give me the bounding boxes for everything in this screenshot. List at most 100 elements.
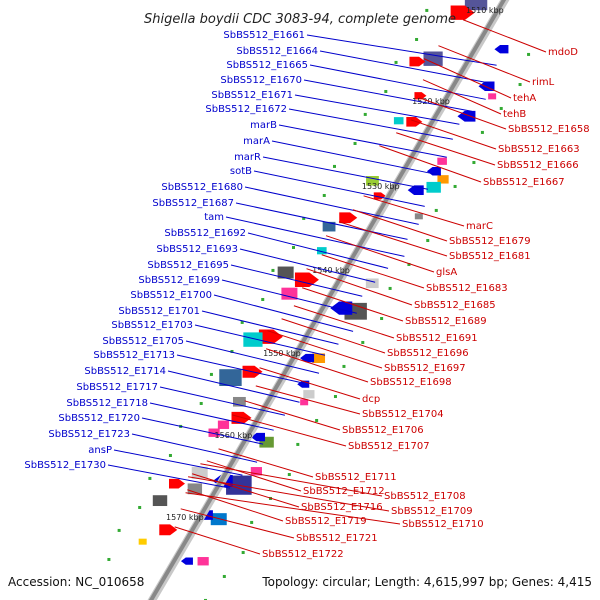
marker-dot: [107, 557, 111, 561]
leader-line-left: [306, 34, 497, 66]
leader-line-right: [396, 132, 496, 166]
tick-label: 1570 kbp: [166, 513, 204, 522]
gene-label-right: SbBS512_E1679: [449, 236, 531, 247]
gene-label-right: rimL: [532, 77, 555, 88]
gene-box-right: [191, 466, 208, 479]
gene-arrow-left: [300, 353, 315, 363]
gene-label-right: SbBS512_E1696: [387, 348, 469, 359]
marker-dot: [168, 453, 172, 457]
gene-label-left: SbBS512_E1705: [102, 336, 184, 347]
marker-dot: [250, 520, 254, 524]
gene-label-right: SbBS512_E1722: [262, 549, 344, 560]
gene-box-left: [437, 157, 447, 165]
leader-line-right: [462, 19, 547, 53]
gene-box-left: [250, 467, 262, 476]
gene-label-right: SbBS512_E1697: [384, 363, 466, 374]
gene-arrow-left: [494, 45, 509, 54]
gene-label-right: marC: [466, 221, 493, 232]
leader-line-right: [231, 414, 347, 447]
gene-label-left: SbBS512_E1723: [48, 429, 130, 440]
leader-line-right: [422, 79, 502, 115]
gene-label-right: SbBS512_E1719: [285, 516, 367, 527]
marker-dot: [384, 89, 388, 93]
leader-line-left: [194, 324, 326, 356]
leader-line-left: [294, 94, 460, 125]
gene-box-left: [365, 278, 379, 289]
gene-label-right: SbBS512_E1721: [296, 533, 378, 544]
gene-arrow-left: [180, 557, 193, 565]
gene-label-right: SbBS512_E1666: [497, 160, 579, 171]
marker-dot: [426, 239, 430, 243]
marker-dot: [388, 286, 392, 290]
leader-line-right: [379, 145, 482, 183]
leader-line-right: [281, 318, 386, 354]
leader-line-right: [174, 526, 261, 555]
gene-box-right: [219, 369, 242, 386]
gene-label-right: SbBS512_E1685: [414, 300, 496, 311]
gene-arrow-right: [294, 272, 319, 287]
gene-box-left: [312, 353, 326, 364]
gene-label-right: SbBS512_E1667: [483, 177, 565, 188]
gene-arrow-right: [409, 56, 426, 67]
marker-dot: [342, 364, 346, 368]
marker-dot: [271, 268, 275, 272]
leader-line-right: [192, 473, 300, 508]
leader-line-right: [185, 492, 401, 525]
marker-dot: [332, 164, 336, 168]
gene-label-right: glsA: [436, 267, 457, 278]
gene-label-right: mdoD: [548, 47, 578, 58]
marker-dot: [296, 442, 300, 446]
marker-dot: [302, 216, 306, 220]
gene-box-left: [488, 93, 497, 100]
gene-box-right: [464, 0, 488, 11]
gene-box-right: [322, 221, 336, 232]
gene-arrow-left: [330, 301, 353, 315]
gene-label-right: SbBS512_E1708: [384, 491, 466, 502]
leader-line-left: [288, 108, 453, 140]
leader-line-left: [235, 202, 408, 240]
gene-arrow-right: [169, 478, 186, 489]
gene-label-left: SbBS512_E1701: [118, 306, 200, 317]
leader-line-left: [253, 170, 425, 207]
gene-label-left: SbBS512_E1670: [220, 75, 302, 86]
gene-arrow-left: [251, 432, 266, 442]
leader-line-right: [267, 330, 383, 369]
gene-label-left: SbBS512_E1661: [223, 30, 305, 41]
accession-text: Accession: NC_010658: [8, 575, 144, 589]
leader-line-left: [244, 186, 419, 225]
marker-dot: [222, 574, 226, 578]
leader-line-right: [206, 460, 302, 492]
leader-line-right: [218, 448, 314, 478]
marker-dot: [361, 340, 365, 344]
gene-box-left: [259, 436, 274, 448]
gene-label-left: SbBS512_E1664: [236, 46, 318, 57]
gene-arrow-right: [450, 5, 475, 20]
marker-dot: [333, 395, 337, 399]
gene-box-left: [300, 399, 309, 406]
tick-label: 1510 kbp: [466, 6, 504, 15]
leader-line-left: [309, 64, 486, 100]
marker-dot: [380, 317, 384, 321]
gene-box-right: [277, 266, 294, 279]
leader-line-right: [265, 348, 369, 383]
leader-line-right: [302, 287, 404, 322]
marker-dot: [353, 141, 357, 145]
leader-line-right: [423, 58, 512, 99]
gene-arrow-right: [406, 117, 423, 127]
leader-line-left: [141, 417, 264, 445]
gene-label-left: sotB: [230, 166, 252, 177]
gene-label-left: SbBS512_E1692: [164, 228, 246, 239]
gene-label-right: SbBS512_E1698: [370, 377, 452, 388]
marker-dot: [425, 8, 429, 12]
gene-box-left: [426, 181, 441, 193]
marker-dot: [204, 598, 208, 600]
backbone-line: [148, 0, 507, 600]
gene-label-left: SbBS512_E1717: [76, 382, 158, 393]
gene-label-left: tam: [204, 212, 224, 223]
gene-label-left: SbBS512_E1718: [66, 398, 148, 409]
leader-line-left: [303, 79, 472, 112]
marker-dot: [363, 112, 367, 116]
leader-line-left: [262, 156, 428, 190]
leader-line-left: [278, 124, 447, 158]
gene-label-right: tehA: [513, 93, 536, 104]
